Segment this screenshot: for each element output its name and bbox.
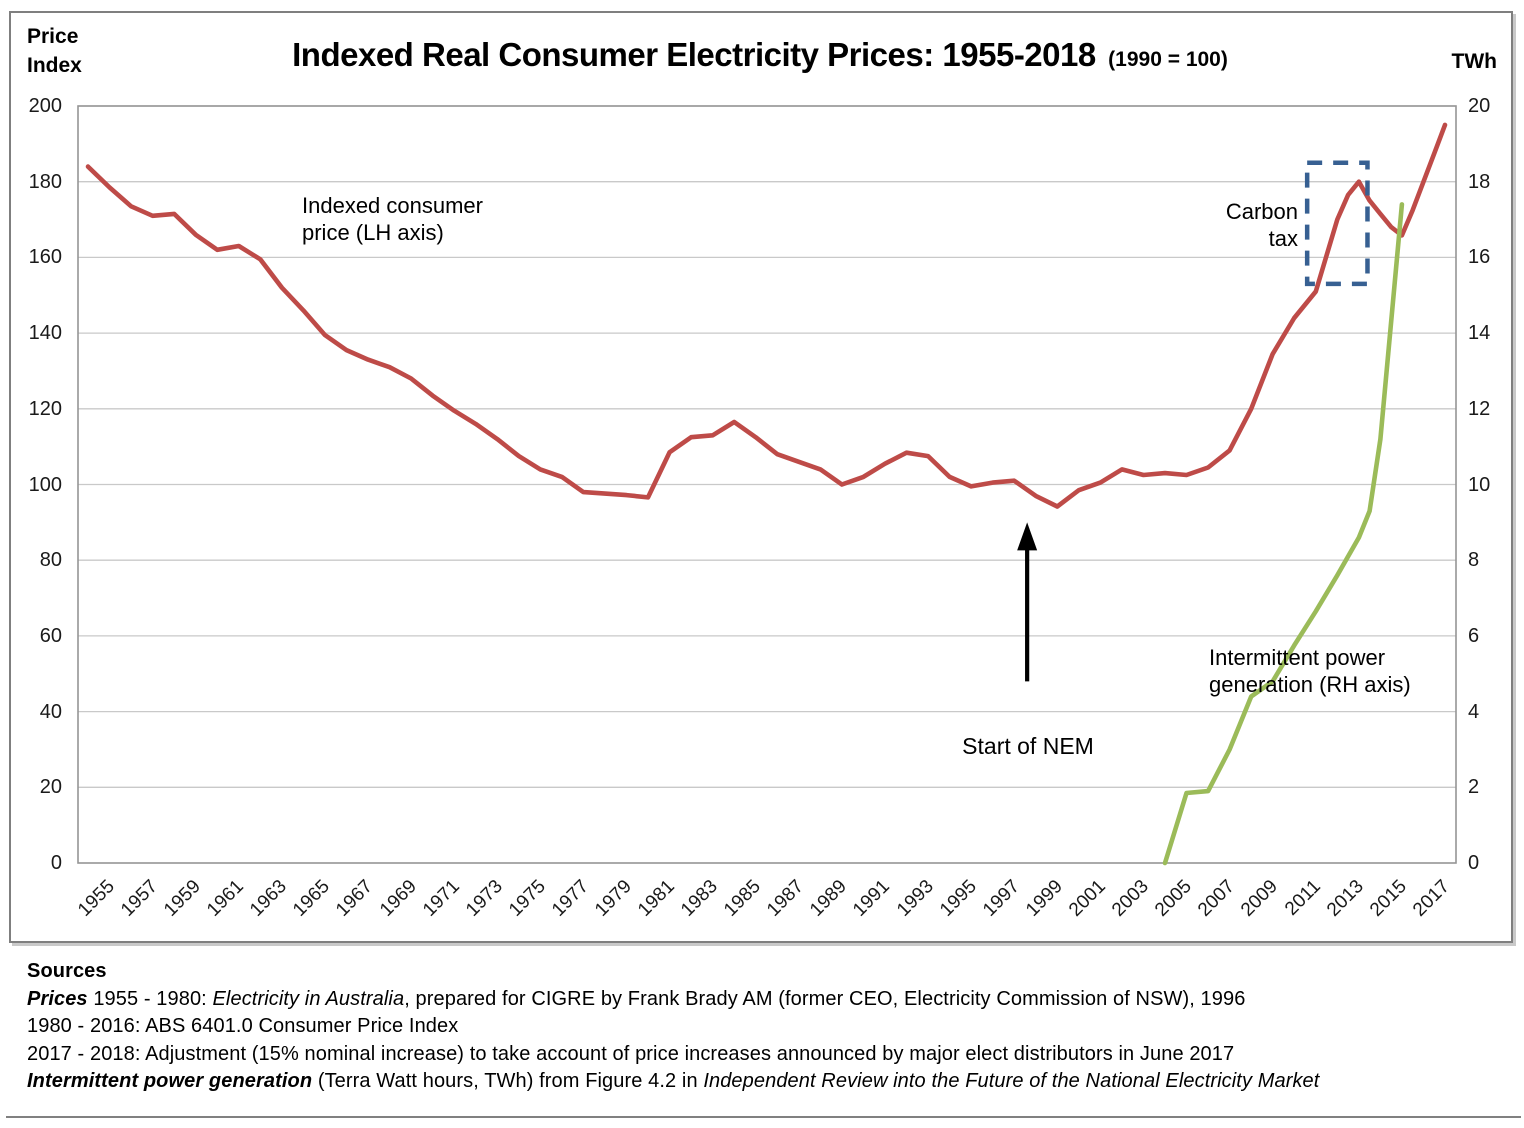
left-axis-title-line2: Index bbox=[27, 54, 82, 77]
carbon-tax-label: Carbon tax bbox=[1225, 199, 1298, 251]
sources-heading: Sources bbox=[27, 960, 107, 982]
sources-lines: Prices 1955 - 1980: Electricity in Austr… bbox=[27, 986, 1507, 1096]
left-axis-title-line1: Price bbox=[27, 25, 79, 48]
source-text-run: Intermittent power generation bbox=[27, 1070, 313, 1092]
source-line-3: 2017 - 2018: Adjustment (15% nominal inc… bbox=[27, 1041, 1507, 1069]
left-axis-tick-label: 100 bbox=[28, 473, 62, 496]
left-axis-tick-label: 0 bbox=[50, 852, 62, 874]
bottom-rule bbox=[6, 1116, 1521, 1118]
left-axis-tick-label: 120 bbox=[28, 397, 62, 420]
right-axis-tick-label: 2 bbox=[1468, 776, 1480, 799]
source-text-run: , prepared for CIGRE by Frank Brady AM (… bbox=[404, 987, 1246, 1010]
left-axis-tick-label: 200 bbox=[28, 95, 62, 117]
chart-figure bbox=[9, 11, 1513, 943]
series-label-generation: Intermittent power generation (RH axis) bbox=[1209, 645, 1411, 697]
left-axis-tick-label: 140 bbox=[28, 322, 62, 345]
source-text-run: Independent Review into the Future of th… bbox=[703, 1070, 1320, 1092]
source-line-1: Prices 1955 - 1980: Electricity in Austr… bbox=[27, 986, 1507, 1014]
nem-label: Start of NEM bbox=[962, 733, 1094, 759]
source-line-4: Intermittent power generation (Terra Wat… bbox=[27, 1068, 1507, 1096]
right-axis-tick-label: 18 bbox=[1468, 170, 1491, 193]
left-axis-tick-label: 80 bbox=[39, 549, 62, 572]
source-text-run: Prices bbox=[27, 987, 88, 1010]
right-axis-tick-label: 12 bbox=[1468, 397, 1491, 420]
chart-title-paren: (1990 = 100) bbox=[1108, 48, 1228, 71]
right-axis-tick-label: 4 bbox=[1468, 700, 1480, 723]
source-text-run: 2017 - 2018: Adjustment (15% nominal inc… bbox=[27, 1042, 1235, 1065]
source-text-run: (Terra Watt hours, TWh) from Figure 4.2 … bbox=[312, 1070, 704, 1092]
source-text-run: Electricity in Australia bbox=[212, 987, 405, 1010]
source-text-run: 1980 - 2016: ABS 6401.0 Consumer Price I… bbox=[27, 1015, 459, 1037]
left-axis-tick-label: 40 bbox=[39, 700, 62, 723]
left-axis-tick-label: 160 bbox=[28, 246, 62, 269]
right-axis-tick-label: 14 bbox=[1468, 322, 1491, 345]
right-axis-tick-label: 10 bbox=[1468, 473, 1491, 496]
chart-title: Indexed Real Consumer Electricity Prices… bbox=[90, 36, 1430, 74]
left-axis-tick-label: 60 bbox=[39, 624, 62, 647]
left-axis-title: Price Index bbox=[27, 22, 82, 80]
right-axis-tick-label: 20 bbox=[1468, 95, 1491, 117]
series-label-price: Indexed consumer price (LH axis) bbox=[302, 193, 483, 245]
chart-title-main: Indexed Real Consumer Electricity Prices… bbox=[292, 36, 1096, 73]
right-axis-tick-label: 0 bbox=[1468, 852, 1480, 874]
source-text-run: 1955 - 1980: bbox=[87, 987, 213, 1010]
source-line-2: 1980 - 2016: ABS 6401.0 Consumer Price I… bbox=[27, 1013, 1507, 1041]
right-axis-tick-label: 8 bbox=[1468, 549, 1480, 572]
right-axis-tick-label: 16 bbox=[1468, 246, 1491, 269]
sources-block: Sources Prices 1955 - 1980: Electricity … bbox=[27, 958, 1507, 1096]
right-axis-title: TWh bbox=[1451, 50, 1497, 73]
left-axis-tick-label: 20 bbox=[39, 776, 62, 799]
left-axis-tick-label: 180 bbox=[28, 170, 62, 193]
right-axis-tick-label: 6 bbox=[1468, 624, 1480, 647]
